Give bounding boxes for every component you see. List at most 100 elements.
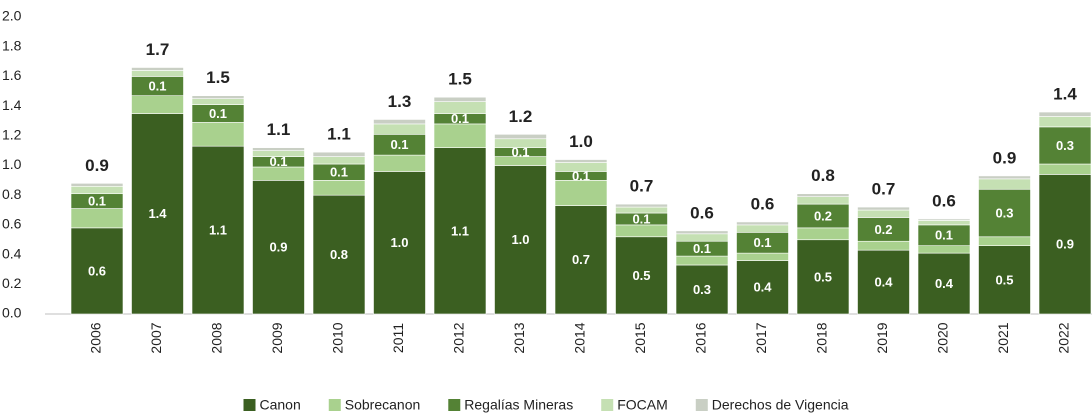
bar-segment xyxy=(70,227,124,315)
bar-segment xyxy=(978,236,1031,246)
bar-label: 0.1 xyxy=(330,165,348,180)
bar-label: 0.7 xyxy=(572,252,590,267)
bar-label: 0.1 xyxy=(935,228,953,243)
bar-label: 0.1 xyxy=(451,111,469,126)
bar-segment xyxy=(615,203,668,208)
x-tick-label: 2016 xyxy=(693,322,709,353)
bar-segment xyxy=(675,230,729,235)
bar-label: 0.1 xyxy=(390,137,408,152)
total-label: 1.0 xyxy=(569,132,593,151)
bar-segment xyxy=(1038,174,1092,315)
y-tick-label: 0.2 xyxy=(2,275,22,291)
y-tick-label: 0.8 xyxy=(2,186,22,202)
bar-label: 1.1 xyxy=(451,223,469,238)
bar-segment xyxy=(857,240,910,251)
bar-label: 0.1 xyxy=(148,78,166,93)
bar-segment xyxy=(433,96,487,102)
total-label: 0.7 xyxy=(630,177,654,196)
total-label: 1.1 xyxy=(327,125,351,144)
x-tick-label: 2022 xyxy=(1056,322,1072,353)
bar-segment xyxy=(433,101,487,114)
bar-label: 0.6 xyxy=(88,263,106,278)
bar-segment xyxy=(131,70,184,77)
legend-swatch xyxy=(601,399,614,411)
y-tick-label: 1.4 xyxy=(2,97,22,113)
legend-label: Sobrecanon xyxy=(345,397,421,413)
bar-label: 1.1 xyxy=(209,223,227,238)
bar-segment xyxy=(736,260,789,315)
bar-segment xyxy=(978,245,1031,315)
y-tick-label: 0.6 xyxy=(2,216,22,232)
bar-label: 0.9 xyxy=(269,240,287,255)
bar-segment xyxy=(131,113,184,315)
bar-label: 0.8 xyxy=(330,247,348,262)
bar-segment xyxy=(1038,163,1092,175)
y-tick-label: 1.8 xyxy=(2,37,22,53)
bar-segment xyxy=(917,245,971,254)
bar-segment xyxy=(796,193,850,197)
bar-label: 0.5 xyxy=(632,268,650,283)
x-tick-label: 2017 xyxy=(753,322,769,353)
y-tick-label: 1.0 xyxy=(2,156,22,172)
y-tick-label: 0.4 xyxy=(2,245,22,261)
bar-label: 0.3 xyxy=(995,205,1013,220)
total-label: 0.9 xyxy=(85,156,109,175)
x-tick-label: 2007 xyxy=(148,322,164,353)
bar-segment xyxy=(978,175,1031,180)
bar-label: 1.4 xyxy=(148,206,167,221)
y-tick-label: 1.6 xyxy=(2,67,22,83)
legend-swatch xyxy=(695,399,708,411)
x-tick-label: 2011 xyxy=(390,323,406,353)
bar-segment xyxy=(70,183,124,187)
legend: Canon Sobrecanon Regalías Mineras FOCAM Dere… xyxy=(243,397,849,413)
bar-label: 0.1 xyxy=(269,154,287,169)
bar-segment xyxy=(675,264,729,315)
total-label: 0.6 xyxy=(690,203,714,222)
bar-segment xyxy=(312,151,366,157)
y-tick-label: 2.0 xyxy=(2,8,22,24)
bar-label: 0.1 xyxy=(209,106,227,121)
total-label: 1.3 xyxy=(388,92,412,111)
legend-label: Regalías Mineras xyxy=(464,397,573,413)
legend-swatch xyxy=(448,399,461,411)
bar-label: 0.3 xyxy=(1056,138,1074,153)
bar-segment xyxy=(675,233,729,242)
bar-segment xyxy=(191,122,245,147)
bar-segment xyxy=(312,194,366,315)
legend-swatch xyxy=(328,399,341,411)
legend-label: Canon xyxy=(260,397,301,413)
bar-label: 0.4 xyxy=(935,276,954,291)
bar-segment xyxy=(373,154,426,172)
x-tick-label: 2010 xyxy=(330,322,346,353)
x-tick-label: 2018 xyxy=(814,322,830,353)
bar-segment xyxy=(494,134,547,140)
x-tick-label: 2020 xyxy=(935,322,951,353)
bar-segment xyxy=(1038,111,1092,117)
y-tick-label: 1.2 xyxy=(2,127,22,143)
bar-segment xyxy=(917,220,971,226)
bar-label: 1.0 xyxy=(390,235,408,250)
bar-segment xyxy=(615,224,668,238)
bar-label: 0.1 xyxy=(632,211,650,226)
x-tick-label: 2009 xyxy=(269,322,285,353)
bar-label: 0.5 xyxy=(814,269,832,284)
bar-label: 0.2 xyxy=(874,222,892,237)
total-label: 1.7 xyxy=(146,40,170,59)
bar-segment xyxy=(252,150,305,157)
bar-segment xyxy=(70,185,124,195)
bar-label: 0.3 xyxy=(693,282,711,297)
bar-segment xyxy=(433,123,487,148)
legend-label: FOCAM xyxy=(617,397,668,413)
bar-segment xyxy=(857,249,910,315)
x-tick-label: 2006 xyxy=(88,322,104,353)
bar-segment xyxy=(736,224,789,233)
total-label: 0.7 xyxy=(872,180,896,199)
bar-segment xyxy=(312,156,366,165)
bar-segment xyxy=(494,138,547,148)
bar-segment xyxy=(554,159,608,163)
bar-label: 0.5 xyxy=(995,272,1013,287)
total-label: 1.2 xyxy=(509,107,533,126)
bar-segment xyxy=(554,180,608,206)
bar-segment xyxy=(736,221,789,226)
